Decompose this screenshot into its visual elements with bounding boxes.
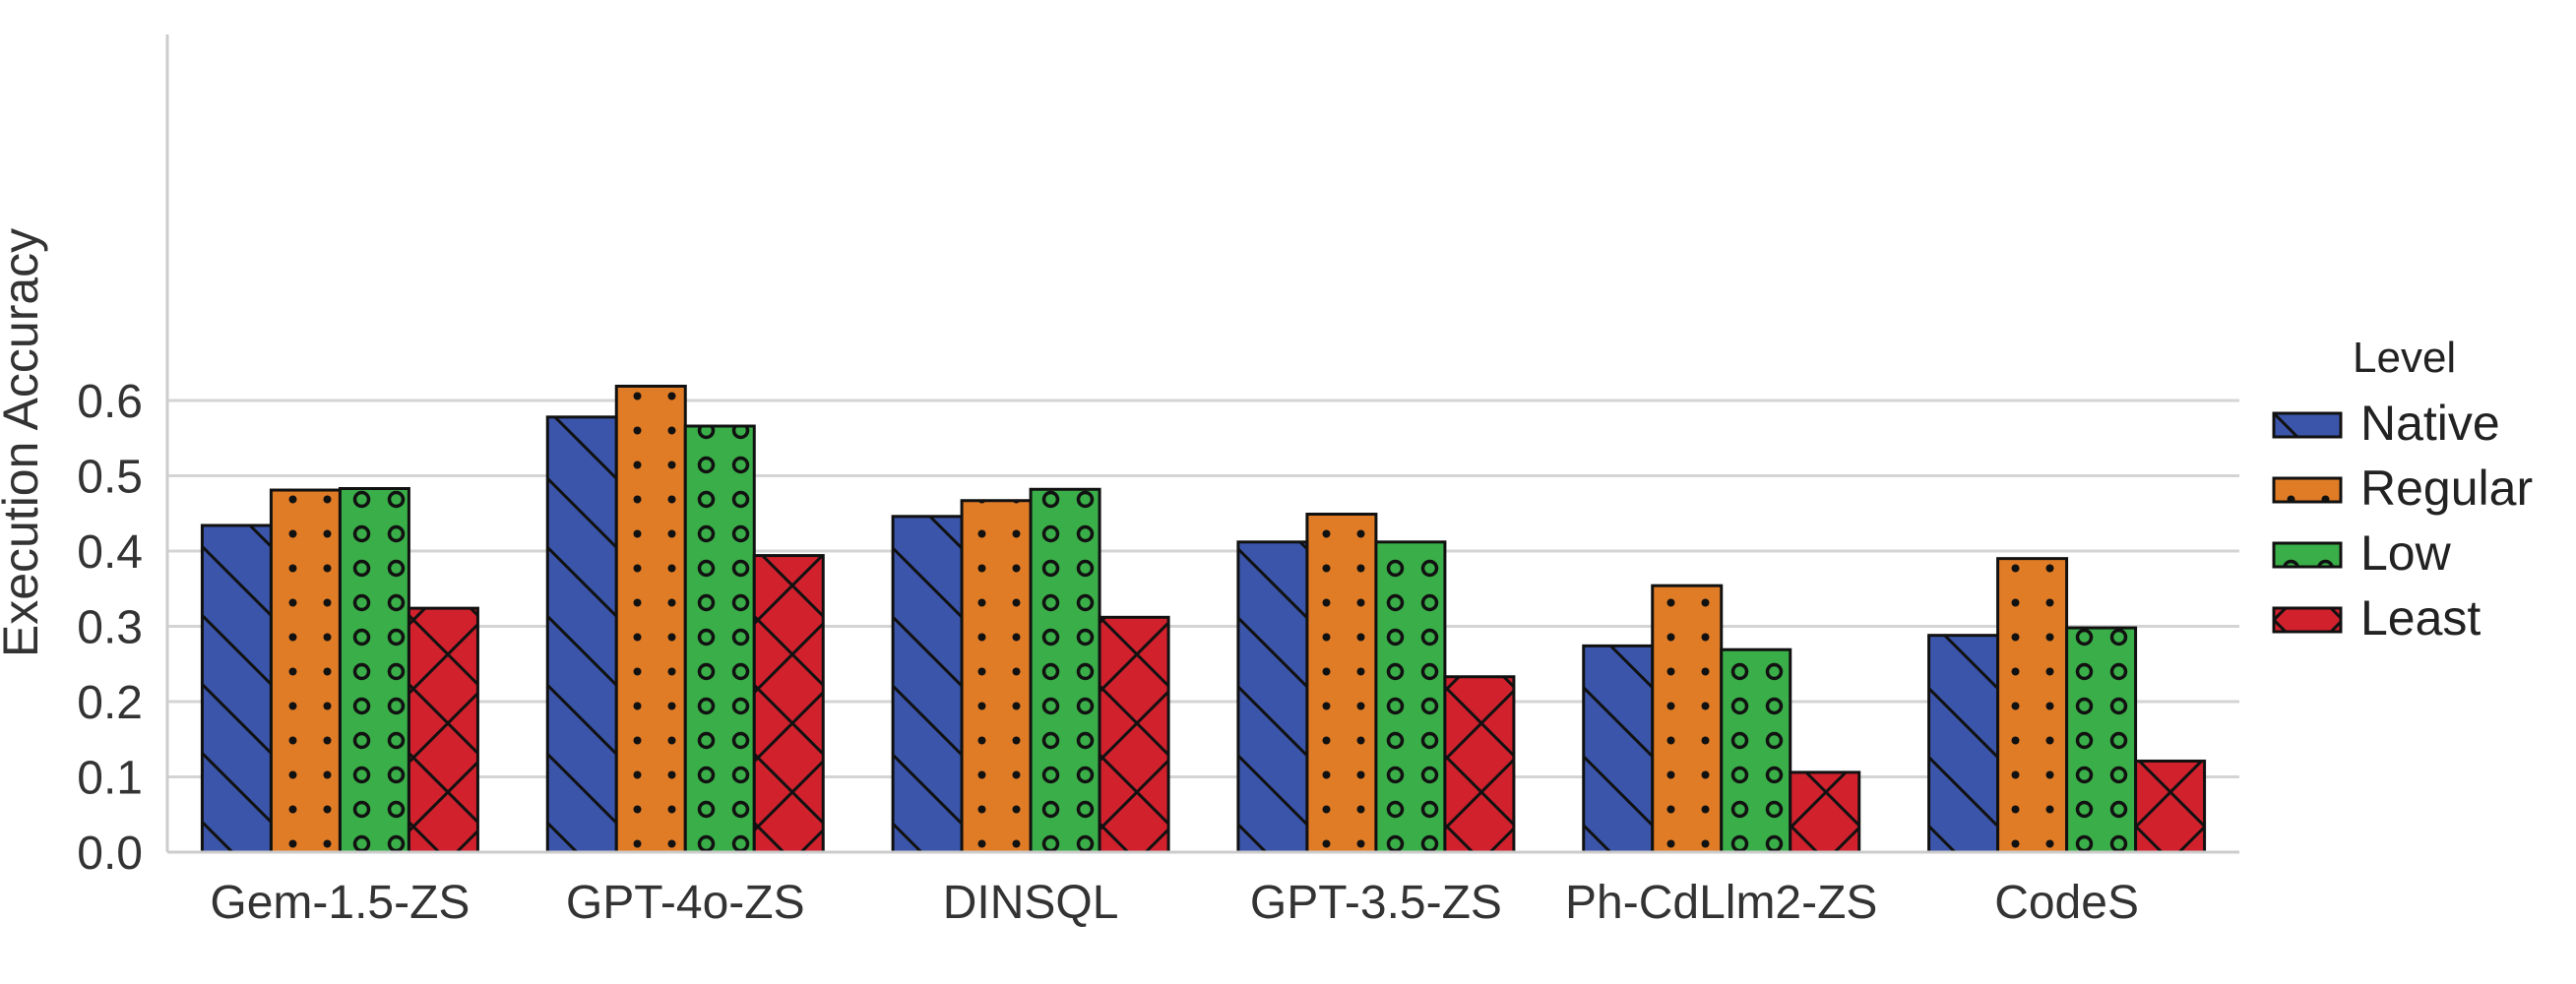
y-tick-label-3: 0.3 — [77, 602, 143, 654]
bar-low-0 — [338, 487, 410, 854]
bar-low-4 — [1720, 647, 1792, 854]
legend-title: Level — [2353, 334, 2456, 382]
bar-low-2 — [1029, 487, 1101, 854]
bar-regular-3 — [1305, 513, 1378, 854]
legend-label-regular: Regular — [2360, 461, 2533, 516]
bar-native-4 — [1582, 644, 1655, 854]
legend-label-low: Low — [2360, 525, 2452, 581]
y-tick-label-5: 0.5 — [77, 452, 143, 504]
bar-least-2 — [1098, 615, 1170, 854]
bar-native-2 — [891, 515, 964, 854]
x-tick-label-5: CodeS — [1994, 877, 2139, 929]
bar-low-5 — [2065, 626, 2138, 854]
y-tick-label-4: 0.4 — [77, 526, 143, 579]
legend-swatch-regular — [2272, 476, 2343, 504]
axes: 0.0 0.1 0.2 0.3 0.4 0.5 0.6 Gem-1.5-ZS GPT-4o-ZS… — [77, 34, 2239, 929]
y-tick-label-0: 0.0 — [77, 828, 143, 880]
y-tick-label-2: 0.2 — [77, 677, 143, 729]
bar-native-1 — [545, 415, 618, 854]
bar-native-5 — [1927, 634, 2000, 854]
bar-least-1 — [752, 554, 825, 854]
x-tick-label-3: GPT-3.5-ZS — [1250, 877, 1502, 929]
bar-regular-4 — [1651, 584, 1724, 854]
legend-swatch-least — [2272, 606, 2343, 634]
legend-label-least: Least — [2360, 590, 2481, 646]
bar-least-5 — [2134, 759, 2207, 854]
legend-swatch-native — [2272, 411, 2343, 439]
bar-low-1 — [683, 424, 756, 854]
y-tick-label-6: 0.6 — [77, 376, 143, 428]
x-tick-label-4: Ph-CdLlm2-ZS — [1565, 877, 1877, 929]
gridlines — [167, 399, 2239, 778]
bar-native-0 — [200, 523, 273, 854]
y-tick-label-1: 0.1 — [77, 753, 143, 805]
bar-least-0 — [407, 606, 479, 854]
bar-low-3 — [1374, 540, 1447, 854]
bar-regular-5 — [1996, 557, 2069, 854]
x-tick-label-0: Gem-1.5-ZS — [210, 877, 470, 929]
legend-swatch-low — [2272, 541, 2343, 569]
legend-label-native: Native — [2360, 396, 2500, 451]
x-tick-label-2: DINSQL — [943, 877, 1119, 929]
bar-least-4 — [1789, 770, 1861, 854]
bar-least-3 — [1443, 675, 1516, 854]
bar-native-3 — [1236, 540, 1309, 854]
y-axis-title: Execution Accuracy — [0, 228, 48, 657]
x-tick-label-1: GPT-4o-ZS — [566, 877, 805, 929]
bars — [200, 384, 2207, 854]
bar-regular-0 — [269, 488, 342, 854]
bar-regular-2 — [960, 499, 1033, 854]
bar-regular-1 — [614, 384, 687, 854]
legend: Level Native Regular Low Least — [2272, 334, 2533, 646]
